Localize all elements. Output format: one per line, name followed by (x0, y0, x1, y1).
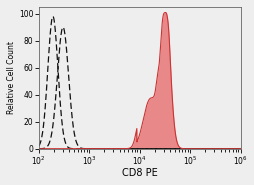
Y-axis label: Relative Cell Count: Relative Cell Count (7, 41, 16, 114)
X-axis label: CD8 PE: CD8 PE (121, 168, 157, 178)
